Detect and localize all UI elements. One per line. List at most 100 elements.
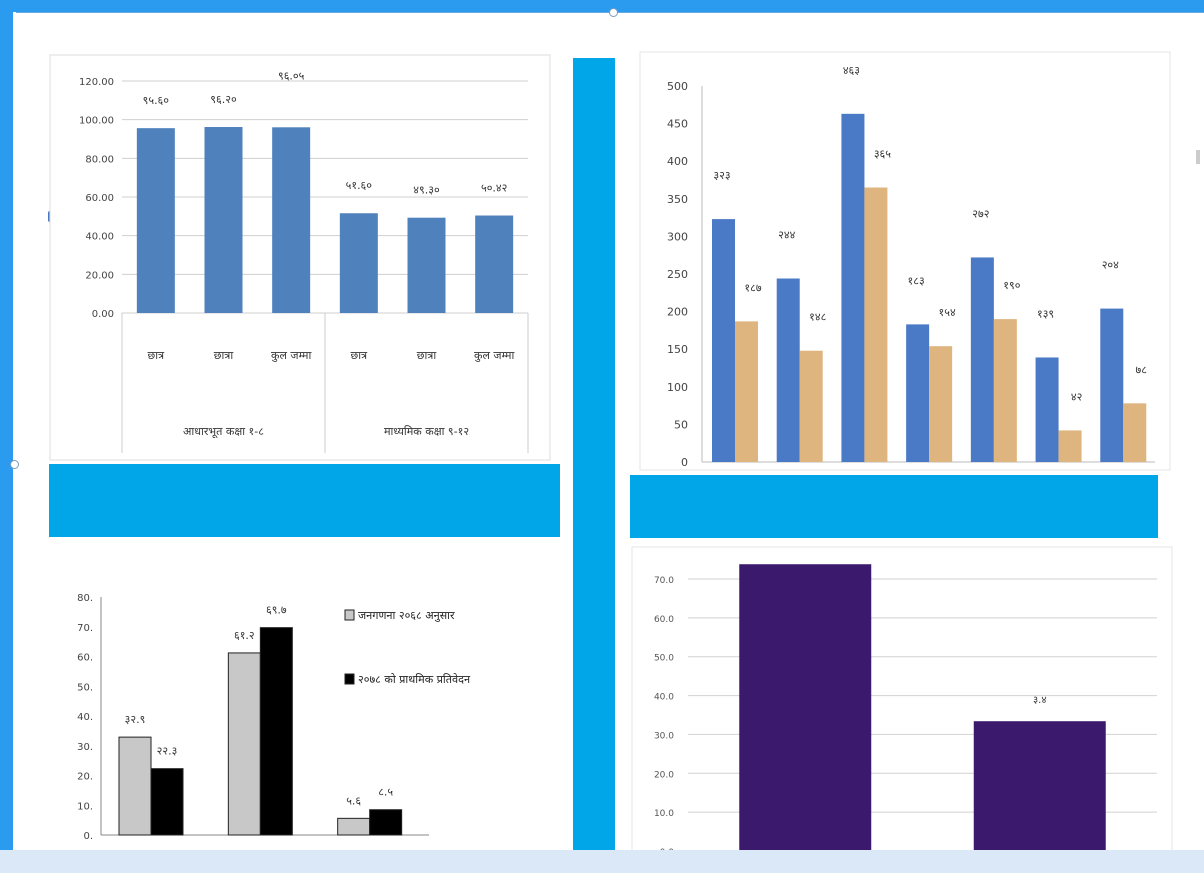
y-tick-label: 70.0 (654, 576, 674, 586)
chart-enrollment-rate[interactable]: 0.00 20.00 40.00 60.00 80.00 100.00 120.00 ९५.६… (49, 54, 551, 461)
chart-comparison-bars[interactable]: 0 50 100 150 200 250 300 350 400 450 500 ३२३ १८७ २४४ १… (639, 51, 1171, 471)
bar (973, 721, 1106, 851)
group-label: आधारभूत कक्षा १-८ (183, 425, 264, 439)
bar-census-2068 (227, 652, 261, 836)
y-tick-label: 20. (77, 772, 93, 783)
data-label: ९६.०५ (278, 69, 305, 82)
y-tick-label: 300 (667, 230, 688, 243)
legend-swatch (344, 673, 355, 685)
bar-series-a (712, 219, 735, 462)
bar (475, 215, 514, 313)
y-tick-label: 450 (667, 118, 688, 131)
bar-report-2078 (369, 809, 403, 836)
chart-census-comparison[interactable]: 0. 10. 20. 30. 40. 50. 60. 70. 80. ३२.९ २२.३ ६१.२ ६९… (49, 547, 560, 857)
y-tick-label: 40. (77, 712, 93, 723)
slide-frame-top (0, 0, 1204, 12)
bar-series-b (799, 350, 823, 462)
y-tick-label: 50. (77, 682, 93, 693)
bar (739, 564, 872, 851)
y-tick-label: 0. (83, 831, 93, 842)
y-tick-label: 80.00 (85, 154, 114, 165)
y-tick-label: 20.00 (85, 270, 114, 281)
y-tick-label: 250 (667, 268, 688, 281)
y-tick-label: 60.00 (85, 193, 114, 204)
bar-report-2078 (150, 768, 184, 836)
data-label: २४४ (778, 229, 795, 242)
bar-series-b (1058, 430, 1082, 462)
y-tick-label: 40.0 (654, 693, 674, 703)
data-label: ४२ (1071, 390, 1082, 403)
legend-swatch (344, 609, 355, 621)
category-label: छात्र (148, 349, 166, 362)
bar-series-b (864, 187, 888, 462)
bar-series-b (929, 346, 953, 462)
data-label: ३२.९ (125, 713, 146, 726)
y-tick-label: 40.00 (85, 232, 114, 243)
group-label: माध्यमिक कक्षा ९-१२ (384, 425, 469, 438)
y-tick-label: 350 (667, 193, 688, 206)
data-label: ४९.३० (413, 184, 440, 197)
y-tick-label: 400 (667, 155, 688, 168)
bar-series-a (841, 113, 865, 462)
data-label: ८.५ (378, 786, 393, 799)
resize-handle-left[interactable] (10, 460, 19, 469)
y-tick-label: 10. (77, 801, 93, 812)
bar-series-b (1123, 403, 1147, 462)
y-tick-label: 70. (77, 623, 93, 634)
y-tick-label: 150 (667, 343, 688, 356)
data-label: १८३ (908, 274, 925, 287)
data-label: १८७ (744, 281, 761, 294)
data-label: ६९.७ (266, 604, 287, 617)
y-tick-label: 20.0 (654, 770, 674, 780)
y-tick-label: 50.0 (654, 654, 674, 664)
data-label: २२.३ (157, 745, 178, 758)
bar-series-b (735, 321, 758, 462)
bar-census-2068 (337, 817, 371, 836)
category-label: छात्रा (214, 349, 234, 362)
y-tick-label: 60.0 (654, 615, 674, 625)
bar-series-a (1035, 357, 1059, 462)
data-label: ४६३ (843, 64, 860, 77)
y-tick-label: 50 (674, 418, 688, 431)
y-tick-label: 500 (667, 80, 688, 93)
bar-report-2078 (259, 627, 293, 836)
data-label: १४८ (809, 311, 826, 324)
bar-series-a (906, 324, 930, 462)
y-tick-label: 200 (667, 306, 688, 319)
y-tick-label: 60. (77, 653, 93, 664)
y-tick-label: 0.00 (92, 309, 114, 320)
legend-label: २०७८ को प्राथमिक प्रतिवेदन (358, 673, 471, 686)
bar (136, 128, 175, 313)
data-label: १३९ (1037, 307, 1054, 320)
bar-series-a (776, 278, 800, 462)
bar (204, 127, 243, 313)
data-label: ५.६ (346, 794, 361, 807)
legend-label: जनगणना २०६८ अनुसार (358, 609, 455, 622)
category-label: कुल जम्मा (271, 349, 311, 362)
edge-mark (1196, 150, 1200, 164)
data-label: ३६५ (874, 148, 891, 161)
data-label: ९६.२० (210, 93, 237, 106)
y-tick-label: 80. (77, 593, 93, 604)
data-label: १९० (1003, 279, 1020, 292)
slide-frame-bottom (0, 850, 1204, 873)
divider-horizontal-left (49, 464, 560, 537)
category-label: कुल जम्मा (474, 349, 514, 362)
data-label: १५४ (939, 306, 956, 319)
bar-series-b (993, 319, 1017, 462)
bar-census-2068 (118, 736, 152, 836)
bar (339, 213, 378, 313)
chart-purple-bars[interactable]: 0.010.020.030.040.050.060.070.0३.४ (631, 546, 1173, 858)
data-label: ७८ (1136, 363, 1148, 376)
slide-frame-left (0, 0, 13, 873)
divider-horizontal-right (630, 475, 1158, 538)
bar (272, 127, 311, 313)
data-label: ३२३ (713, 169, 730, 182)
category-label: छात्र (351, 349, 369, 362)
data-label: ६१.२ (234, 629, 255, 642)
divider-vertical (573, 58, 615, 853)
y-tick-label: 0 (681, 456, 688, 469)
data-label: २७२ (972, 207, 989, 220)
data-label: २०४ (1102, 259, 1119, 272)
resize-handle-top[interactable] (609, 8, 618, 17)
